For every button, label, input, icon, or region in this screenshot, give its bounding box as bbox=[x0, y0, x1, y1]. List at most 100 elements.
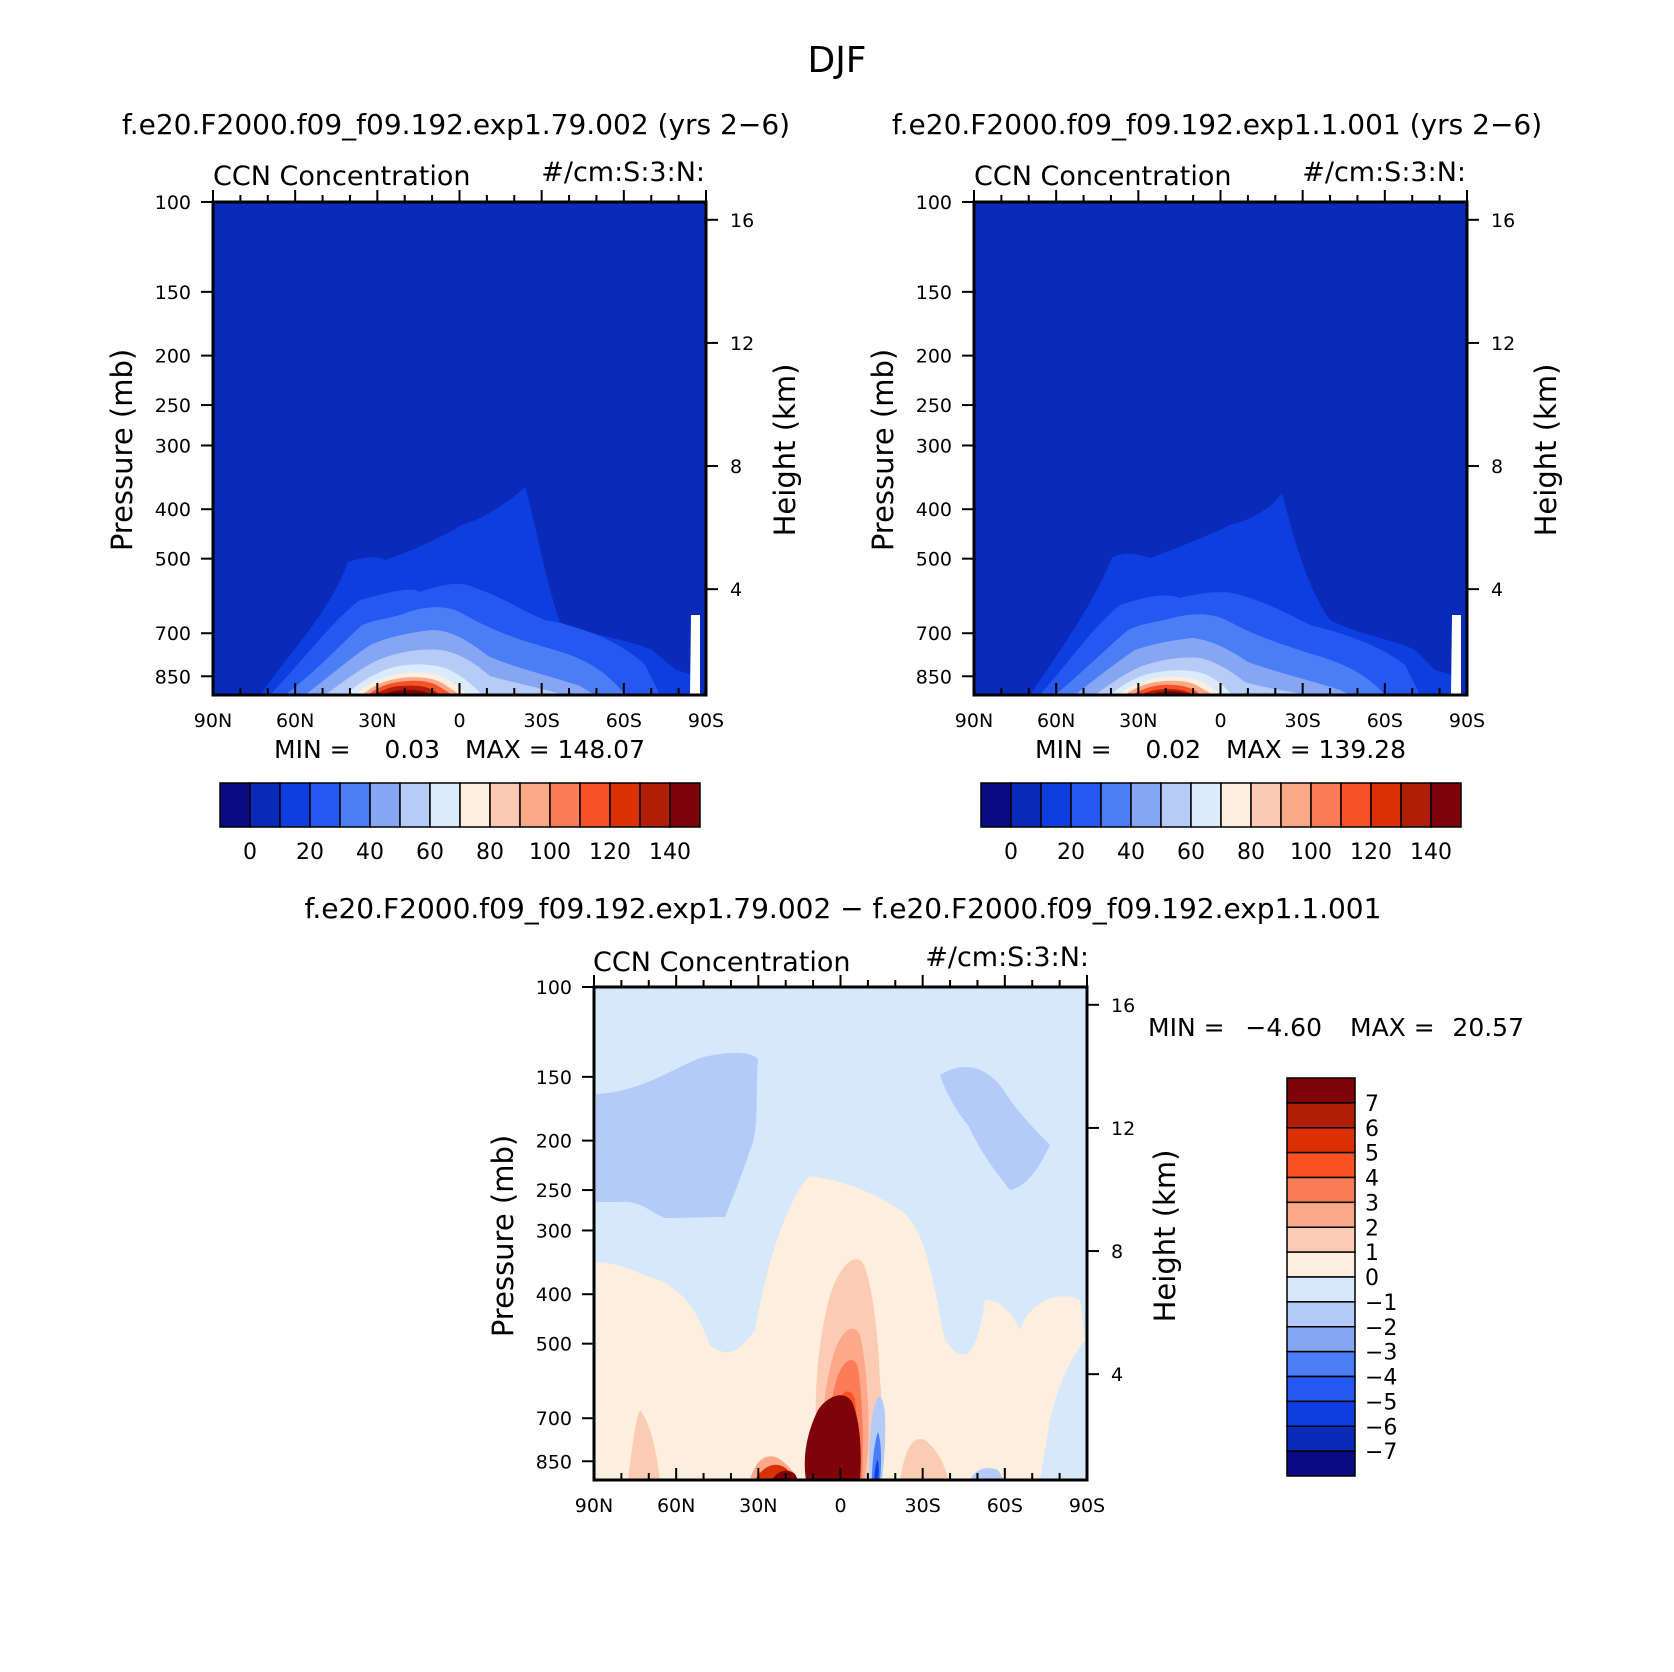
case-title: f.e20.F2000.f09_f09.192.exp1.79.002 (yrs… bbox=[122, 108, 790, 141]
colorbar-swatch bbox=[309, 782, 341, 828]
svg-text:MAX =: MAX = bbox=[465, 735, 550, 764]
svg-text:Pressure (mb): Pressure (mb) bbox=[105, 349, 139, 551]
svg-text:Height (km): Height (km) bbox=[1529, 364, 1563, 537]
panel-2: f.e20.F2000.f09_f09.192.exp1.1.001 (yrs … bbox=[866, 108, 1563, 865]
colorbar: 0 20 40 60 80 100 120 140 bbox=[219, 782, 701, 865]
y-tick-label: 850 bbox=[916, 666, 952, 688]
y-tick-label: 100 bbox=[916, 192, 952, 214]
colorbar-swatch bbox=[980, 782, 1012, 828]
colorbar-swatch bbox=[429, 782, 461, 828]
y-tick-label: 700 bbox=[155, 623, 191, 645]
colorbar-swatch bbox=[1286, 1077, 1356, 1104]
colorbar-swatch bbox=[1040, 782, 1072, 828]
colorbar-swatch bbox=[1130, 782, 1162, 828]
svg-text:20.57: 20.57 bbox=[1452, 1013, 1524, 1042]
x-tick-label: 90S bbox=[1069, 1495, 1105, 1517]
svg-text:0.03: 0.03 bbox=[384, 735, 440, 764]
svg-text:148.07: 148.07 bbox=[558, 735, 645, 764]
y-tick-label: 500 bbox=[916, 549, 952, 571]
y-tick-label: 300 bbox=[916, 435, 952, 457]
x-tick-label: 60N bbox=[276, 710, 314, 732]
y2-tick-label: 16 bbox=[730, 210, 754, 232]
y-tick-label: 200 bbox=[536, 1131, 572, 1153]
svg-text:139.28: 139.28 bbox=[1319, 735, 1406, 764]
x-tick-label: 60N bbox=[657, 1495, 695, 1517]
y-tick-label: 250 bbox=[155, 395, 191, 417]
colorbar-swatch bbox=[1190, 782, 1222, 828]
x-tick-label: 30S bbox=[524, 710, 560, 732]
colorbar-swatch bbox=[1286, 1301, 1356, 1328]
colorbar-label: 120 bbox=[589, 840, 631, 865]
y-tick-label: 400 bbox=[916, 499, 952, 521]
units-label: #/cm:S:3:N: bbox=[1302, 157, 1466, 188]
colorbar-label: −1 bbox=[1365, 1291, 1397, 1316]
y2-tick-label: 8 bbox=[1111, 1241, 1123, 1263]
colorbar: 0 20 40 60 80 100 120 140 bbox=[980, 782, 1462, 865]
x-tick-label: 90N bbox=[955, 710, 993, 732]
colorbar-label: −6 bbox=[1365, 1415, 1397, 1440]
contour-level bbox=[970, 1468, 1004, 1480]
svg-text:MIN =: MIN = bbox=[1148, 1013, 1225, 1042]
panel-1: f.e20.F2000.f09_f09.192.exp1.79.002 (yrs… bbox=[105, 108, 802, 865]
y2-axis-title: Height (km) bbox=[1529, 364, 1563, 537]
y-tick-label: 150 bbox=[536, 1067, 572, 1089]
colorbar-swatch bbox=[549, 782, 581, 828]
colorbar-label: −5 bbox=[1365, 1390, 1397, 1415]
stats-label: MIN = 0.03 MAX = 148.07 bbox=[274, 735, 645, 764]
colorbar-swatch bbox=[1286, 1102, 1356, 1129]
colorbar-swatch bbox=[1286, 1201, 1356, 1228]
case-title: f.e20.F2000.f09_f09.192.exp1.79.002 − f.… bbox=[305, 892, 1382, 925]
colorbar-label: 80 bbox=[476, 840, 504, 865]
colorbar-swatch bbox=[1070, 782, 1102, 828]
y-tick-label: 850 bbox=[536, 1451, 572, 1473]
colorbar-label: 0 bbox=[1365, 1266, 1379, 1291]
svg-text:MIN =: MIN = bbox=[274, 735, 351, 764]
colorbar-label: −7 bbox=[1365, 1440, 1397, 1465]
colorbar-swatch bbox=[1400, 782, 1432, 828]
colorbar-swatch bbox=[369, 782, 401, 828]
colorbar-swatch bbox=[1286, 1151, 1356, 1179]
y-tick-label: 850 bbox=[155, 666, 191, 688]
colorbar-swatch bbox=[1286, 1251, 1356, 1278]
x-tick-label: 90N bbox=[575, 1495, 613, 1517]
colorbar-swatch bbox=[1340, 782, 1372, 828]
units-label: #/cm:S:3:N: bbox=[541, 157, 705, 188]
x-tick-label: 30S bbox=[1285, 710, 1321, 732]
colorbar-swatch bbox=[1250, 782, 1282, 828]
colorbar-label: 80 bbox=[1237, 840, 1265, 865]
y-tick-label: 250 bbox=[536, 1180, 572, 1202]
contour-plot bbox=[592, 985, 1089, 1482]
contour-level bbox=[874, 1459, 879, 1480]
y-tick-label: 500 bbox=[536, 1334, 572, 1356]
x-tick-label: 90S bbox=[688, 710, 724, 732]
y2-tick-label: 8 bbox=[730, 456, 742, 478]
variable-label: CCN Concentration bbox=[593, 947, 851, 978]
colorbar-label: 5 bbox=[1365, 1142, 1379, 1167]
colorbar-label: 100 bbox=[1290, 840, 1332, 865]
y-tick-label: 300 bbox=[536, 1220, 572, 1242]
y-axis-title: Pressure (mb) bbox=[105, 349, 139, 551]
svg-text:0.02: 0.02 bbox=[1145, 735, 1201, 764]
svg-text:Pressure (mb): Pressure (mb) bbox=[866, 349, 900, 551]
colorbar-label: 1 bbox=[1365, 1241, 1379, 1266]
colorbar-label: 100 bbox=[529, 840, 571, 865]
svg-text:MIN =: MIN = bbox=[1035, 735, 1112, 764]
y-axis-title: Pressure (mb) bbox=[486, 1135, 520, 1337]
y2-tick-label: 4 bbox=[1491, 579, 1503, 601]
colorbar-label: 2 bbox=[1365, 1216, 1379, 1241]
colorbar-swatch bbox=[249, 782, 281, 828]
colorbar-swatch bbox=[609, 782, 641, 828]
x-tick-label: 60N bbox=[1037, 710, 1075, 732]
x-tick-label: 90N bbox=[194, 710, 232, 732]
colorbar-swatch bbox=[219, 782, 251, 828]
x-tick-label: 30S bbox=[905, 1495, 941, 1517]
colorbar-swatch bbox=[399, 782, 431, 828]
colorbar-swatch bbox=[519, 782, 551, 828]
svg-text:Pressure (mb): Pressure (mb) bbox=[486, 1135, 520, 1337]
colorbar-swatch bbox=[639, 782, 671, 828]
missing-data bbox=[1451, 615, 1461, 695]
contour-plot bbox=[972, 200, 1469, 697]
svg-text:−4.60: −4.60 bbox=[1245, 1013, 1322, 1042]
colorbar-label: 60 bbox=[416, 840, 444, 865]
